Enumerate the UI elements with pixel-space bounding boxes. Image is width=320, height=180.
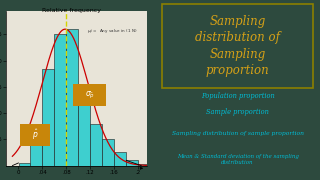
Text: Sampling
distribution of
Sampling
proportion: Sampling distribution of Sampling propor… <box>195 15 280 77</box>
Bar <box>30 134 42 166</box>
Bar <box>67 29 78 166</box>
Bar <box>126 160 138 166</box>
Text: $\mu_{\hat{p}}$ =  Any value in (1 N): $\mu_{\hat{p}}$ = Any value in (1 N) <box>87 27 138 36</box>
FancyBboxPatch shape <box>73 84 107 106</box>
Bar <box>138 164 150 166</box>
Text: $\sigma_{\hat{p}}$: $\sigma_{\hat{p}}$ <box>85 90 95 101</box>
Text: Mean & Standard deviation of the sampling
distribution: Mean & Standard deviation of the samplin… <box>177 154 299 165</box>
Text: Sampling distribution of sample proportion: Sampling distribution of sample proporti… <box>172 131 304 136</box>
Bar <box>43 69 54 166</box>
FancyBboxPatch shape <box>20 124 50 146</box>
Bar <box>54 34 66 166</box>
Bar <box>91 124 102 166</box>
Bar <box>114 152 126 166</box>
Text: Sample proportion: Sample proportion <box>206 109 269 116</box>
FancyBboxPatch shape <box>162 4 313 88</box>
Bar <box>102 139 114 166</box>
Text: $\hat{p}$: $\hat{p}$ <box>32 127 38 142</box>
Text: Population proportion: Population proportion <box>201 92 275 100</box>
Text: Relative frequency: Relative frequency <box>42 8 101 14</box>
Bar <box>19 163 30 166</box>
Bar <box>78 97 90 166</box>
